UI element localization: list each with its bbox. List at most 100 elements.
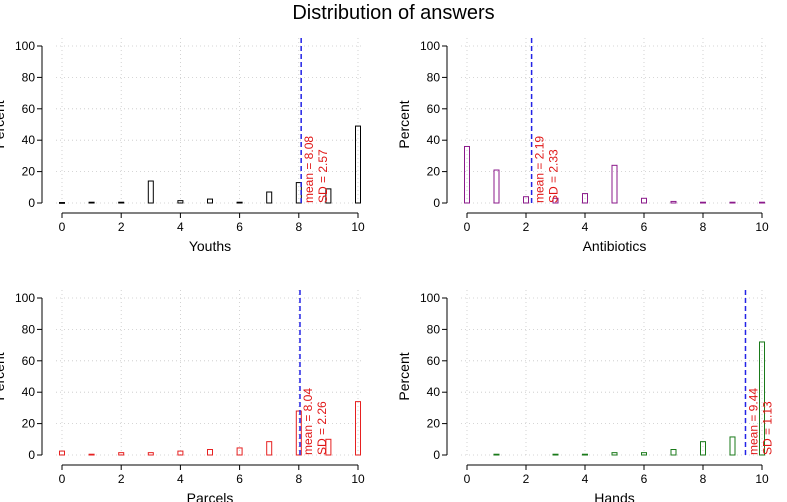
- panel-hands: 0 20 40 60 80 100 0 2 4 6 8 10 Hands Percent mean = 9.…: [396, 290, 774, 502]
- bar-parcels-10: [355, 401, 361, 456]
- sd-annotation: SD = 1.13: [760, 401, 774, 455]
- mean-annotation: mean = 9.44: [746, 388, 760, 455]
- y-tick-label: 0: [28, 196, 35, 210]
- y-tick-label: 60: [427, 354, 441, 368]
- mean-annotation: mean = 8.08: [302, 136, 316, 203]
- figure-title: Distribution of answers: [292, 2, 495, 24]
- y-tick-label: 40: [22, 385, 36, 399]
- sd-annotation: SD = 2.26: [315, 401, 329, 455]
- x-tick-label: 4: [582, 220, 589, 234]
- bar-antibiotics-3: [552, 197, 559, 204]
- y-tick-label: 20: [427, 417, 441, 431]
- x-tick-label: 6: [641, 472, 648, 486]
- y-tick-label: 80: [22, 70, 36, 84]
- x-tick-label: 10: [755, 472, 769, 486]
- x-tick-label: 0: [59, 220, 66, 234]
- bar-hands-3: [552, 453, 559, 456]
- bar-parcels-2: [118, 452, 125, 456]
- bar-antibiotics-7: [670, 200, 677, 204]
- y-tick-label: 20: [22, 417, 36, 431]
- bar-hands-4: [582, 453, 588, 456]
- x-axis-title: Parcels: [187, 490, 234, 502]
- bar-hands-10: [759, 341, 765, 456]
- bar-antibiotics-5: [611, 164, 618, 204]
- y-tick-label: 80: [22, 322, 36, 336]
- y-tick-label: 20: [22, 165, 36, 179]
- bar-parcels-4: [177, 450, 184, 456]
- mean-annotation: mean = 8.04: [301, 388, 315, 455]
- y-tick-label: 40: [427, 385, 441, 399]
- y-tick-label: 60: [22, 102, 36, 116]
- bar-hands-9: [729, 436, 736, 456]
- bar-antibiotics-10: [759, 201, 765, 204]
- y-tick-label: 0: [28, 448, 35, 462]
- x-tick-label: 8: [700, 220, 707, 234]
- x-tick-label: 2: [523, 220, 530, 234]
- bar-youths-3: [147, 180, 154, 204]
- x-tick-label: 4: [177, 472, 184, 486]
- y-tick-label: 60: [22, 354, 36, 368]
- x-tick-label: 6: [641, 220, 648, 234]
- bar-parcels-0: [59, 450, 65, 456]
- bar-parcels-9: [325, 438, 332, 456]
- y-tick-label: 100: [420, 291, 440, 305]
- y-tick-label: 40: [22, 133, 36, 147]
- bar-youths-4: [177, 200, 184, 204]
- x-axis-title: Youths: [189, 238, 231, 254]
- bar-youths-1: [88, 201, 95, 204]
- x-tick-label: 8: [295, 472, 302, 486]
- y-tick-label: 100: [15, 39, 35, 53]
- x-tick-label: 4: [177, 220, 184, 234]
- bar-youths-6: [236, 201, 243, 204]
- bar-antibiotics-9: [729, 201, 736, 204]
- bar-antibiotics-2: [523, 196, 529, 204]
- y-tick-label: 80: [427, 322, 441, 336]
- x-tick-label: 2: [118, 472, 125, 486]
- bar-hands-5: [611, 452, 618, 456]
- y-tick-label: 100: [15, 291, 35, 305]
- panel-antibiotics: 0 20 40 60 80 100 0 2 4 6 8 10 Antibiotics Percent mea…: [396, 38, 769, 254]
- x-tick-label: 6: [236, 472, 243, 486]
- bar-hands-7: [670, 449, 677, 456]
- x-tick-label: 8: [700, 472, 707, 486]
- mean-annotation: mean = 2.19: [533, 136, 547, 203]
- y-axis-title: Percent: [396, 100, 412, 148]
- x-tick-label: 0: [464, 472, 471, 486]
- y-axis-title: Percent: [396, 352, 412, 400]
- bar-antibiotics-8: [700, 201, 706, 204]
- bar-hands-8: [700, 441, 706, 456]
- y-axis-title: Percent: [0, 352, 7, 400]
- x-tick-label: 0: [59, 472, 66, 486]
- x-tick-label: 6: [236, 220, 243, 234]
- bar-youths-10: [355, 125, 361, 204]
- panel-parcels: 0 20 40 60 80 100 0 2 4 6 8 10 Parcels Percent mean = …: [0, 290, 365, 502]
- bar-youths-0: [59, 202, 65, 204]
- x-tick-label: 10: [351, 472, 365, 486]
- x-tick-label: 4: [582, 472, 589, 486]
- x-tick-label: 10: [755, 220, 769, 234]
- x-tick-label: 8: [295, 220, 302, 234]
- x-axis-title: Antibiotics: [583, 238, 647, 254]
- panel-youths: 0 20 40 60 80 100 0 2 4 6 8 10 Youths Percent mean = 8…: [0, 38, 365, 254]
- y-tick-label: 40: [427, 133, 441, 147]
- y-tick-label: 0: [433, 448, 440, 462]
- bar-antibiotics-4: [582, 193, 588, 204]
- x-tick-label: 2: [118, 220, 125, 234]
- y-tick-label: 60: [427, 102, 441, 116]
- y-tick-label: 100: [420, 39, 440, 53]
- bar-parcels-3: [147, 452, 154, 456]
- bar-parcels-7: [266, 441, 273, 456]
- sd-annotation: SD = 2.57: [316, 149, 330, 203]
- bar-antibiotics-1: [493, 169, 500, 204]
- y-tick-label: 80: [427, 70, 441, 84]
- y-tick-label: 0: [433, 196, 440, 210]
- bar-antibiotics-0: [464, 145, 470, 204]
- bar-youths-9: [325, 188, 332, 204]
- sd-annotation: SD = 2.33: [547, 149, 561, 203]
- bar-youths-7: [266, 191, 273, 204]
- bar-parcels-1: [88, 453, 95, 456]
- bar-parcels-8: [295, 410, 302, 456]
- bar-hands-6: [641, 452, 647, 456]
